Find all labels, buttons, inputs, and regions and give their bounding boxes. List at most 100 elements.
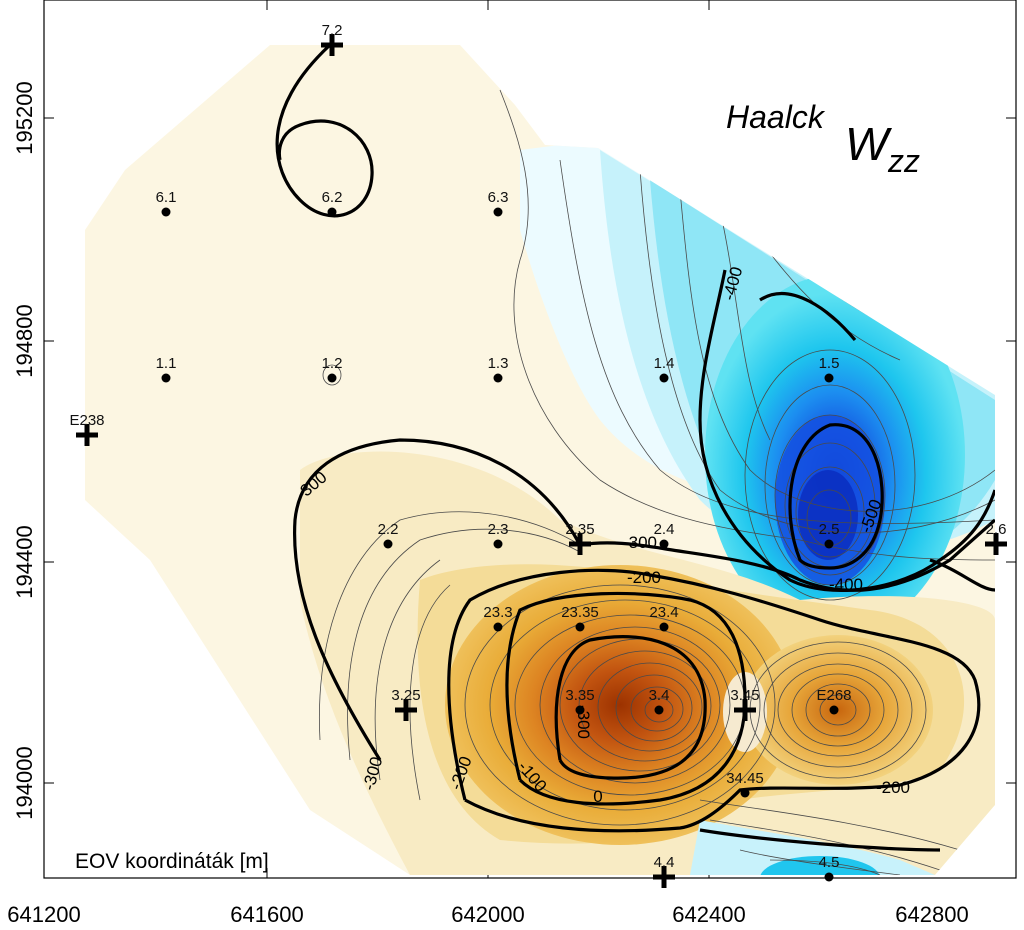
station-dot-marker xyxy=(575,622,585,632)
station-4-4: 4.4 xyxy=(653,854,675,888)
station-2-2: 2.2 xyxy=(378,521,399,549)
x-tick-label: 642800 xyxy=(895,902,968,927)
station-label: 1.4 xyxy=(654,355,675,372)
station-label: E238 xyxy=(69,412,104,429)
x-tick-label: 642000 xyxy=(451,902,524,927)
station-label: 4.4 xyxy=(654,854,675,871)
station-dot-marker xyxy=(824,373,834,383)
contour-label: -200 xyxy=(876,778,910,797)
station-6-1: 6.1 xyxy=(156,189,177,217)
contour-label: 0 xyxy=(593,787,602,806)
station-e268: E268 xyxy=(816,687,852,715)
y-tick-label: 195200 xyxy=(12,81,37,154)
y-tick-label: 194000 xyxy=(12,746,37,819)
contour-label: -300 xyxy=(623,533,657,552)
x-tick-label: 641600 xyxy=(230,902,303,927)
station-label: 6.1 xyxy=(156,189,177,206)
station-1-3: 1.3 xyxy=(488,355,509,383)
station-dot-marker xyxy=(327,373,337,383)
station-label: 2.4 xyxy=(654,521,675,538)
station-dot-marker xyxy=(493,373,503,383)
title-subscript: zz xyxy=(887,143,920,179)
coord-caption: EOV koordináták [m] xyxy=(75,850,269,873)
y-tick-label: 194800 xyxy=(12,304,37,377)
station-cross-marker xyxy=(734,699,756,721)
station-label: 2.2 xyxy=(378,521,399,538)
station-label: 1.2 xyxy=(322,355,343,372)
station-dot-marker xyxy=(829,705,839,715)
station-dot-marker xyxy=(161,373,171,383)
station-label: 4.5 xyxy=(819,854,840,871)
station-cross-marker xyxy=(395,699,417,721)
station-1-2: 1.2 xyxy=(322,355,343,383)
station-1-1: 1.1 xyxy=(156,355,177,383)
station-dot-marker xyxy=(659,622,669,632)
x-tick-label: 641200 xyxy=(7,902,80,927)
station-23-3: 23.3 xyxy=(483,604,513,632)
y-tick-label: 194400 xyxy=(12,525,37,598)
station-4-5: 4.5 xyxy=(819,854,840,882)
station-3-25: 3.25 xyxy=(391,687,421,721)
station-dot-marker xyxy=(659,539,669,549)
station-label: 2.35 xyxy=(565,521,594,538)
contour-label: -400 xyxy=(829,575,863,594)
station-23-4: 23.4 xyxy=(649,604,679,632)
station-label: 2.3 xyxy=(488,521,509,538)
y-axis: 194000 194400 194800 195200 xyxy=(12,81,37,819)
station-dot-marker xyxy=(575,705,585,715)
x-axis: 641200 641600 642000 642400 642800 xyxy=(7,902,968,927)
title-symbol: W xyxy=(845,118,893,170)
station-3-4: 3.4 xyxy=(649,687,670,715)
station-label: E268 xyxy=(816,687,851,704)
station-label: 2.5 xyxy=(819,521,840,538)
thick-contours xyxy=(275,45,995,852)
station-label: 3.35 xyxy=(565,687,594,704)
station-6-2: 6.2 xyxy=(322,189,342,217)
title-prefix: Haalck xyxy=(726,99,826,135)
station-label: 3.45 xyxy=(730,687,759,704)
station-dot-marker xyxy=(493,622,503,632)
station-2-5: 2.5 xyxy=(819,521,840,549)
station-label: 7.2 xyxy=(322,22,343,39)
station-2-35: 2.35 xyxy=(565,521,595,555)
station-6-3: 6.3 xyxy=(488,189,509,217)
station-23-35: 23.35 xyxy=(561,604,599,632)
station-dot-marker xyxy=(383,539,393,549)
station-dot-marker xyxy=(493,539,503,549)
station-label: 3.25 xyxy=(391,687,420,704)
station-2-4: 2.4 xyxy=(654,521,675,549)
station-3-45: 3.45 xyxy=(730,687,760,721)
station-dot-marker xyxy=(740,788,750,798)
station-label: 6.3 xyxy=(488,189,509,206)
station-label: 23.35 xyxy=(561,604,599,621)
station-1-4: 1.4 xyxy=(654,355,675,383)
station-label: 1.1 xyxy=(156,355,177,372)
station-dot-marker xyxy=(327,207,337,217)
station-label: 23.4 xyxy=(649,604,678,621)
thin-contours xyxy=(319,89,995,875)
station-cross-marker xyxy=(985,533,1007,555)
station-dot-marker xyxy=(493,207,503,217)
map-title: Haalck W zz xyxy=(726,99,920,179)
station-dot-marker xyxy=(161,207,171,217)
station-markers: 7.2 6.1 6.2 6.3 1.1 1.2 1.3 1.4 1.5 E238 2.2 2.3 2.3… xyxy=(69,22,1007,888)
station-cross-marker xyxy=(653,866,675,888)
station-34-45: 34.45 xyxy=(726,770,764,798)
station-cross-marker xyxy=(569,533,591,555)
station-dot-marker xyxy=(654,705,664,715)
station-2-6: 2.6 xyxy=(985,521,1007,555)
station-7-2: 7.2 xyxy=(321,22,343,56)
station-label: 3.4 xyxy=(649,687,670,704)
station-e238: E238 xyxy=(69,412,105,446)
station-label: 23.3 xyxy=(483,604,512,621)
station-label: 1.3 xyxy=(488,355,509,372)
station-label: 1.5 xyxy=(819,355,840,372)
station-dot-marker xyxy=(659,373,669,383)
station-label: 2.6 xyxy=(986,521,1007,538)
station-dot-marker xyxy=(824,539,834,549)
station-label: 34.45 xyxy=(726,770,764,787)
station-dot-marker xyxy=(824,872,834,882)
x-tick-label: 642400 xyxy=(672,902,745,927)
